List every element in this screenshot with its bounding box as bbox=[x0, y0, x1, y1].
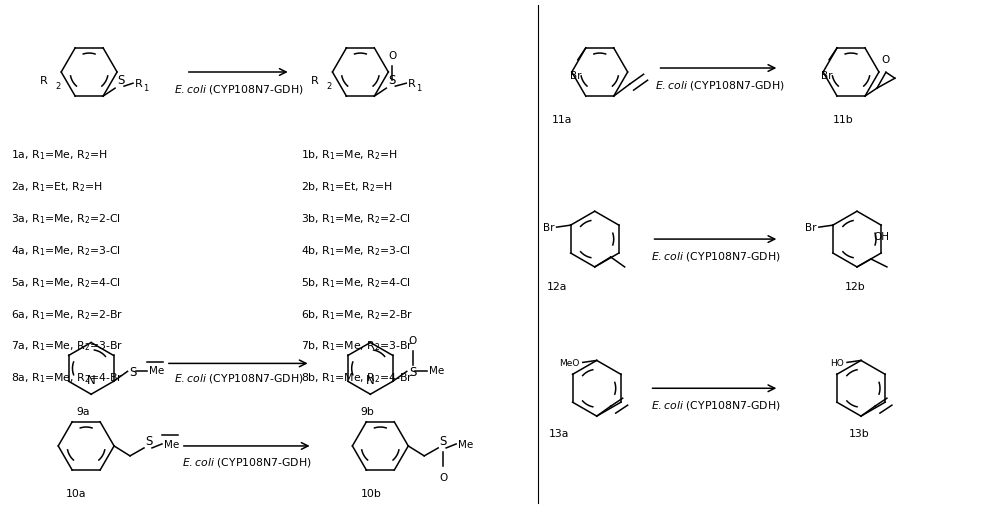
Text: $\it{E.coli}$ (CYP108N7-GDH): $\it{E.coli}$ (CYP108N7-GDH) bbox=[651, 399, 780, 411]
Text: $\it{E.coli}$ (CYP108N7-GDH): $\it{E.coli}$ (CYP108N7-GDH) bbox=[651, 249, 780, 263]
Text: 9a: 9a bbox=[76, 406, 90, 416]
Text: HO: HO bbox=[830, 358, 844, 367]
Text: $\it{E.coli}$ (CYP108N7-GDH): $\it{E.coli}$ (CYP108N7-GDH) bbox=[174, 372, 304, 385]
Text: Me: Me bbox=[458, 439, 473, 449]
Text: 3a, R$_1$=Me, R$_2$=2-Cl: 3a, R$_1$=Me, R$_2$=2-Cl bbox=[11, 212, 121, 225]
Text: 10b: 10b bbox=[360, 488, 381, 498]
Text: 4b, R$_1$=Me, R$_2$=3-Cl: 4b, R$_1$=Me, R$_2$=3-Cl bbox=[301, 244, 411, 258]
Text: MeO: MeO bbox=[559, 358, 580, 367]
Text: 1: 1 bbox=[143, 83, 148, 93]
Text: 2b, R$_1$=Et, R$_2$=H: 2b, R$_1$=Et, R$_2$=H bbox=[301, 180, 392, 194]
Text: 11b: 11b bbox=[833, 115, 854, 125]
Text: 10a: 10a bbox=[66, 488, 87, 498]
Text: 1b, R$_1$=Me, R$_2$=H: 1b, R$_1$=Me, R$_2$=H bbox=[301, 148, 397, 162]
Text: O: O bbox=[882, 55, 890, 65]
Text: 13a: 13a bbox=[549, 428, 569, 438]
Text: Me: Me bbox=[164, 439, 179, 449]
Text: 5b, R$_1$=Me, R$_2$=4-Cl: 5b, R$_1$=Me, R$_2$=4-Cl bbox=[301, 275, 411, 289]
Text: 8a, R$_1$=Me, R$_2$=4-Br: 8a, R$_1$=Me, R$_2$=4-Br bbox=[11, 371, 124, 384]
Text: O: O bbox=[439, 472, 447, 482]
Text: 8b, R$_1$=Me, R$_2$=4-Br: 8b, R$_1$=Me, R$_2$=4-Br bbox=[301, 371, 413, 384]
Text: N: N bbox=[366, 374, 375, 386]
Text: Br: Br bbox=[821, 71, 833, 80]
Text: Br: Br bbox=[805, 223, 817, 233]
Text: Me: Me bbox=[429, 365, 444, 376]
Text: N: N bbox=[87, 374, 96, 386]
Text: R: R bbox=[408, 79, 416, 89]
Text: 12b: 12b bbox=[845, 281, 866, 291]
Text: 4a, R$_1$=Me, R$_2$=3-Cl: 4a, R$_1$=Me, R$_2$=3-Cl bbox=[11, 244, 121, 258]
Text: 2: 2 bbox=[326, 82, 332, 91]
Text: S: S bbox=[388, 74, 396, 87]
Text: S: S bbox=[130, 365, 137, 378]
Text: 2a, R$_1$=Et, R$_2$=H: 2a, R$_1$=Et, R$_2$=H bbox=[11, 180, 103, 194]
Text: 5a, R$_1$=Me, R$_2$=4-Cl: 5a, R$_1$=Me, R$_2$=4-Cl bbox=[11, 275, 121, 289]
Text: 6b, R$_1$=Me, R$_2$=2-Br: 6b, R$_1$=Me, R$_2$=2-Br bbox=[301, 307, 413, 321]
Text: O: O bbox=[409, 336, 417, 346]
Text: R: R bbox=[311, 76, 319, 86]
Text: R: R bbox=[40, 76, 47, 86]
Text: 3b, R$_1$=Me, R$_2$=2-Cl: 3b, R$_1$=Me, R$_2$=2-Cl bbox=[301, 212, 411, 225]
Text: $\it{E.coli}$ (CYP108N7-GDH): $\it{E.coli}$ (CYP108N7-GDH) bbox=[655, 79, 784, 92]
Text: $\it{E.coli}$ (CYP108N7-GDH): $\it{E.coli}$ (CYP108N7-GDH) bbox=[182, 455, 312, 468]
Text: 1a, R$_1$=Me, R$_2$=H: 1a, R$_1$=Me, R$_2$=H bbox=[11, 148, 108, 162]
Text: O: O bbox=[388, 51, 396, 61]
Text: 9b: 9b bbox=[360, 406, 374, 416]
Text: S: S bbox=[439, 434, 447, 447]
Text: $\it{E.coli}$ (CYP108N7-GDH): $\it{E.coli}$ (CYP108N7-GDH) bbox=[174, 83, 304, 96]
Text: 11a: 11a bbox=[552, 115, 572, 125]
Text: S: S bbox=[145, 434, 152, 447]
Text: 7b, R$_1$=Me, R$_2$=3-Br: 7b, R$_1$=Me, R$_2$=3-Br bbox=[301, 339, 413, 353]
Text: Br: Br bbox=[543, 223, 555, 233]
Text: S: S bbox=[409, 365, 416, 378]
Text: 1: 1 bbox=[416, 83, 421, 93]
Text: 13b: 13b bbox=[849, 428, 870, 438]
Text: 2: 2 bbox=[55, 82, 60, 91]
Text: R: R bbox=[135, 79, 143, 89]
Text: OH: OH bbox=[873, 232, 889, 242]
Text: 7a, R$_1$=Me, R$_2$=3-Br: 7a, R$_1$=Me, R$_2$=3-Br bbox=[11, 339, 124, 353]
Text: Br: Br bbox=[570, 71, 582, 80]
Text: S: S bbox=[117, 74, 124, 87]
Text: 12a: 12a bbox=[547, 281, 567, 291]
Text: 6a, R$_1$=Me, R$_2$=2-Br: 6a, R$_1$=Me, R$_2$=2-Br bbox=[11, 307, 124, 321]
Text: Me: Me bbox=[149, 365, 165, 376]
